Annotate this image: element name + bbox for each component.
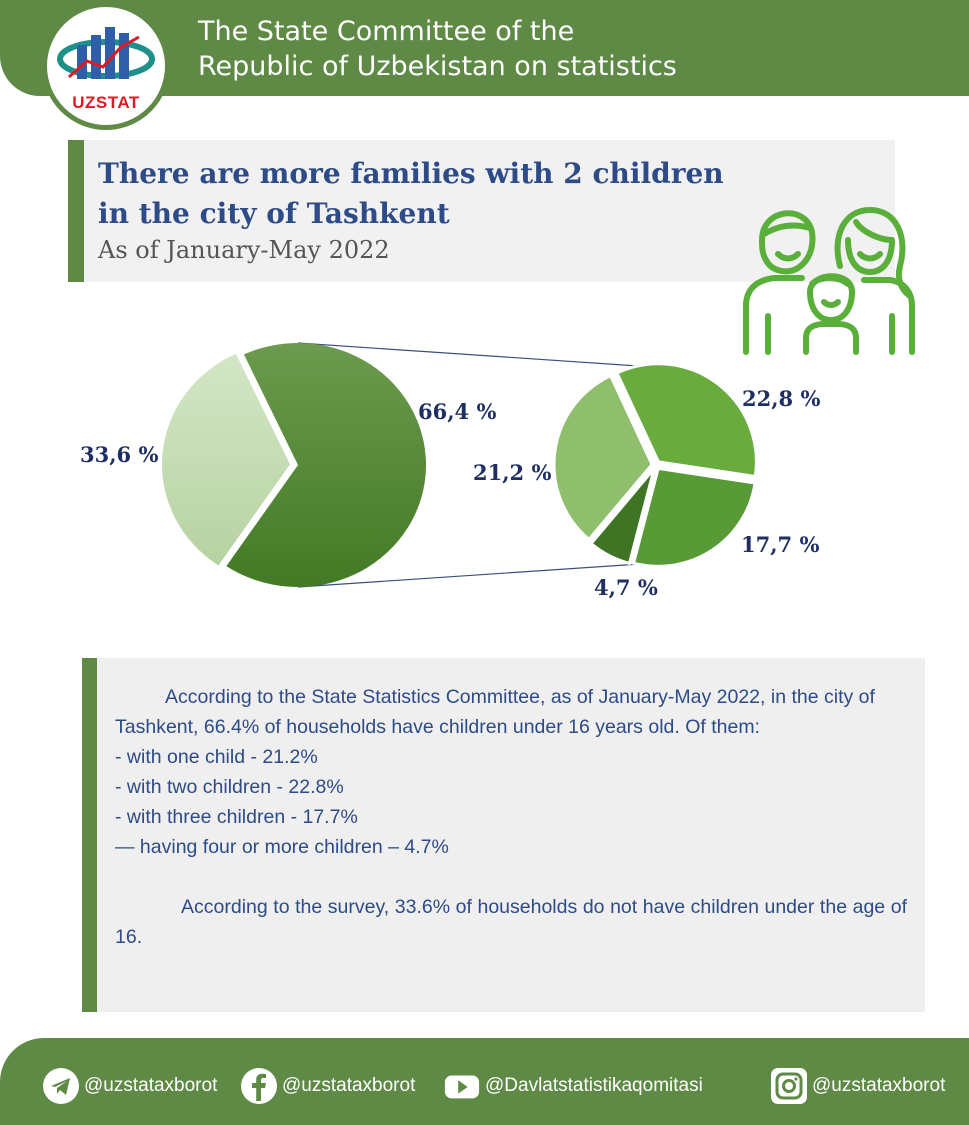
- data-label-one-child: 21,2 %: [473, 460, 551, 485]
- telegram-handle: @uzstataxborot: [84, 1075, 218, 1096]
- description-paragraph-2: According to the survey, 33.6% of househ…: [115, 896, 907, 948]
- youtube-link[interactable]: @Davlatstatistikaqomitasi: [443, 1066, 703, 1106]
- uzstat-logo[interactable]: UZSTAT: [42, 2, 170, 130]
- pie-slice-four-plus-children: [588, 467, 656, 566]
- connector-lines: [297, 342, 669, 588]
- list-item: - with three children - 17.7%: [115, 806, 358, 828]
- header-title-line2: Republic of Uzbekistan on statistics: [198, 51, 677, 82]
- data-label-four-plus-children: 4,7 %: [594, 575, 658, 600]
- list-item: - with two children - 22.8%: [115, 776, 344, 798]
- youtube-handle: @Davlatstatistikaqomitasi: [485, 1075, 703, 1096]
- footer-bar: [0, 1038, 969, 1125]
- instagram-icon: [770, 1067, 808, 1105]
- facebook-handle: @uzstataxborot: [282, 1075, 416, 1096]
- logo-graphic: [57, 27, 155, 79]
- headline-title: There are more families with 2 children …: [98, 154, 738, 234]
- header-title-line1: The State Committee of the: [198, 16, 575, 47]
- facebook-link[interactable]: @uzstataxborot: [240, 1066, 415, 1106]
- instagram-handle: @uzstataxborot: [812, 1075, 946, 1096]
- description-box: According to the State Statistics Commit…: [82, 658, 925, 1012]
- youtube-icon: [443, 1067, 481, 1105]
- headline-line2: in the city of Tashkent: [98, 197, 450, 230]
- chart-labels: 66,4 % 33,6 % 22,8 % 17,7 % 4,7 % 21,2 %: [80, 386, 820, 600]
- list-item: - with one child - 21.2%: [115, 746, 318, 768]
- data-label-three-children: 17,7 %: [741, 532, 819, 557]
- logo-text: UZSTAT: [72, 93, 140, 112]
- data-label-without-children: 33,6 %: [80, 442, 158, 467]
- facebook-icon: [240, 1067, 278, 1105]
- pie-slice-one-child: [552, 373, 654, 542]
- pie-slice-without-children: [162, 353, 291, 566]
- breakdown-pie: [552, 362, 758, 568]
- pie-slice-with-children: [226, 343, 426, 587]
- connector-line-top: [297, 342, 669, 369]
- pie-slice-two-children: [614, 362, 758, 479]
- headline-box: There are more families with 2 children …: [68, 140, 895, 282]
- pie-slice-three-children: [631, 466, 757, 568]
- description-paragraph-1: According to the State Statistics Commit…: [115, 686, 875, 738]
- headline-subtitle: As of January-May 2022: [98, 236, 390, 264]
- instagram-link[interactable]: @uzstataxborot: [770, 1066, 945, 1106]
- data-label-two-children: 22,8 %: [742, 386, 820, 411]
- headline-line1: There are more families with 2 children: [98, 157, 724, 190]
- header-title: The State Committee of the Republic of U…: [198, 14, 938, 84]
- data-label-with-children: 66,4 %: [418, 399, 496, 424]
- family-icon: [743, 207, 915, 355]
- pie-of-pie-chart: 66,4 % 33,6 % 22,8 % 17,7 % 4,7 % 21,2 %: [80, 342, 820, 600]
- telegram-link[interactable]: @uzstataxborot: [42, 1066, 217, 1106]
- list-item: — having four or more children – 4.7%: [115, 836, 449, 858]
- connector-line-bottom: [297, 563, 641, 588]
- main-pie: [162, 343, 426, 587]
- telegram-icon: [42, 1067, 80, 1105]
